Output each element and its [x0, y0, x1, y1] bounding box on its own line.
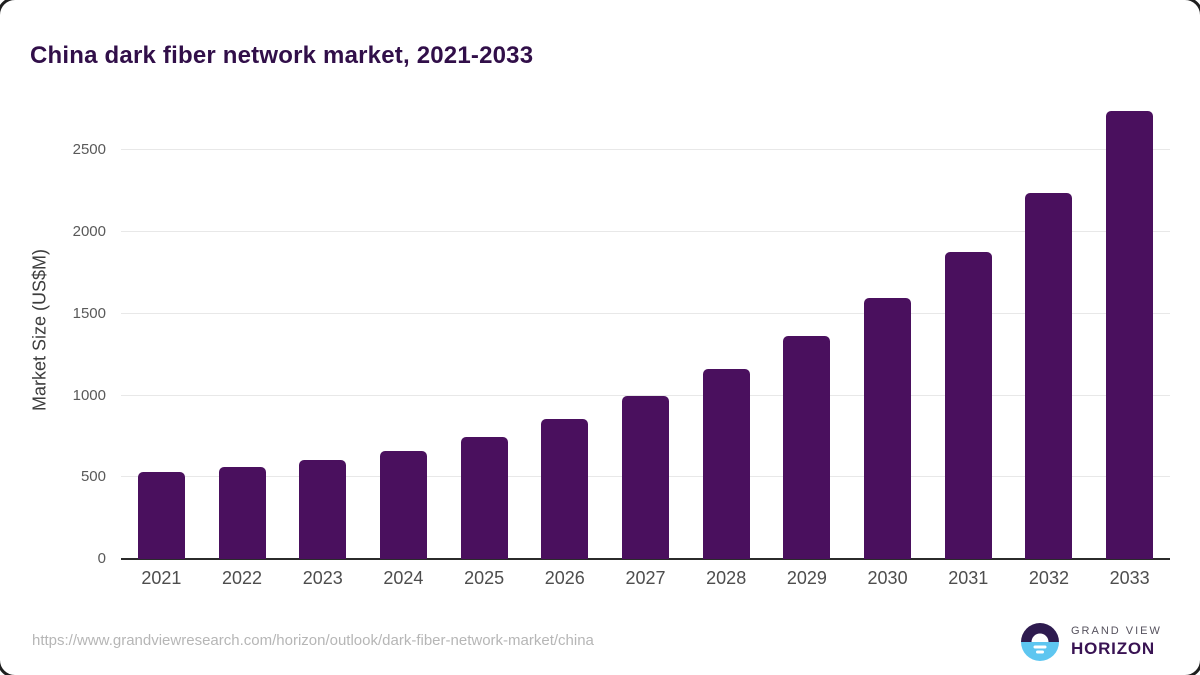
- bar-2025[interactable]: [460, 437, 508, 559]
- y-tick-label-500: 500: [80, 468, 106, 486]
- gridline-2500: [121, 149, 1170, 151]
- bar-2030[interactable]: [864, 298, 912, 559]
- x-tick-label-2030: 2030: [867, 568, 908, 588]
- bar-2033[interactable]: [1106, 111, 1154, 559]
- x-tick-label-2024: 2024: [383, 568, 424, 588]
- gridline-1000: [121, 394, 1170, 396]
- chart-title: China dark fiber network market, 2021-20…: [30, 42, 534, 70]
- x-tick-label-2021: 2021: [141, 568, 182, 588]
- bar-2026[interactable]: [541, 419, 589, 559]
- x-tick-label-2029: 2029: [786, 568, 827, 588]
- logo-text-grand-view: GRAND VIEW: [1071, 625, 1162, 637]
- x-tick-label-2025: 2025: [464, 568, 505, 588]
- source-url: https://www.grandviewresearch.com/horizo…: [32, 632, 594, 649]
- x-tick-label-2031: 2031: [948, 568, 989, 588]
- plot-area: [121, 98, 1170, 560]
- x-axis-line: [121, 558, 1170, 560]
- gridline-2000: [121, 231, 1170, 233]
- x-tick-label-2032: 2032: [1028, 568, 1069, 588]
- y-tick-label-1500: 1500: [72, 304, 106, 322]
- y-tick-label-1000: 1000: [72, 386, 106, 404]
- x-tick-label-2023: 2023: [302, 568, 343, 588]
- bar-2024[interactable]: [379, 451, 427, 559]
- x-tick-label-2028: 2028: [706, 568, 747, 588]
- bar-2031[interactable]: [944, 251, 992, 559]
- y-tick-label-2500: 2500: [72, 141, 106, 159]
- x-tick-label-2027: 2027: [625, 568, 666, 588]
- bar-2021[interactable]: [137, 471, 185, 559]
- bar-2032[interactable]: [1025, 192, 1073, 559]
- y-tick-label-2000: 2000: [72, 223, 106, 241]
- x-tick-label-2022: 2022: [222, 568, 263, 588]
- horizon-sun-icon: [1021, 623, 1059, 661]
- gridline-1500: [121, 312, 1170, 314]
- bar-2029[interactable]: [783, 335, 831, 559]
- y-tick-label-0: 0: [97, 550, 106, 567]
- bar-2027[interactable]: [622, 396, 669, 559]
- x-tick-label-2033: 2033: [1109, 568, 1150, 588]
- x-tick-label-2026: 2026: [544, 568, 585, 588]
- logo-text-horizon: HORIZON: [1071, 639, 1155, 658]
- bar-2028[interactable]: [702, 369, 750, 559]
- logo-wordmark: GRAND VIEW HORIZON: [1071, 625, 1162, 659]
- bar-2022[interactable]: [218, 466, 266, 559]
- bar-2023[interactable]: [299, 460, 347, 559]
- grand-view-horizon-logo[interactable]: GRAND VIEW HORIZON: [1021, 623, 1162, 661]
